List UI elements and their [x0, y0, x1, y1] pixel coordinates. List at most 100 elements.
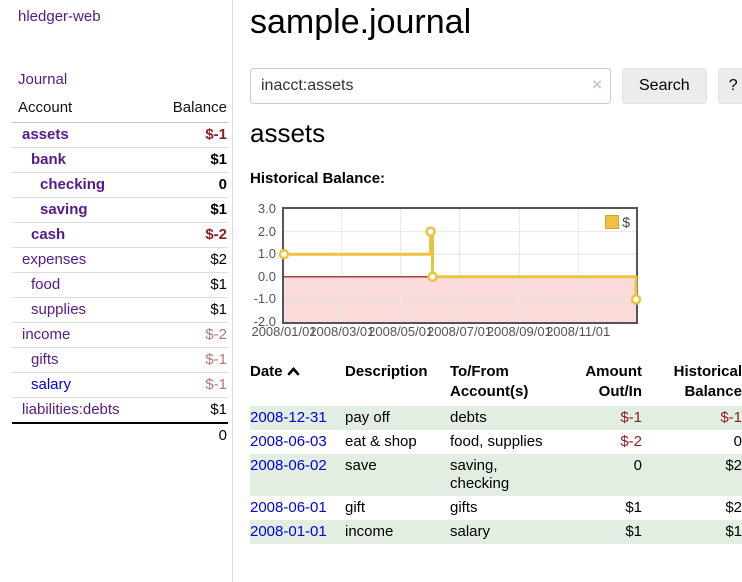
register-date-cell: 2008-12-31	[250, 406, 345, 430]
y-axis-tick-label: 3.0	[257, 201, 276, 216]
sidebar-item-journal[interactable]: Journal	[18, 71, 68, 88]
account-cell: salary	[12, 372, 150, 398]
register-date-cell: 2008-01-01	[250, 520, 345, 544]
register-date-link[interactable]: 2008-06-02	[250, 457, 327, 474]
accounts-header-account: Account	[12, 96, 150, 123]
data-point-marker[interactable]	[278, 248, 290, 260]
register-header-amount: Amount Out/In	[585, 363, 642, 400]
account-cell: expenses	[12, 247, 150, 273]
register-amount-cell: $1	[625, 523, 642, 540]
register-description-cell: pay off	[345, 409, 390, 426]
sidebar: hledger-web Journal Account Balance asse…	[0, 0, 233, 582]
register-description-cell: save	[345, 457, 377, 474]
account-row: gifts $-1	[12, 347, 228, 373]
chart-title: Historical Balance:	[250, 170, 386, 187]
register-row: 2008-06-01 gift gifts $1 $2	[250, 496, 742, 520]
app-brand-link[interactable]: hledger-web	[18, 8, 101, 25]
register-row: 2008-06-03 eat & shop food, supplies $-2 0	[250, 430, 742, 454]
sort-ascending-icon	[287, 367, 299, 376]
account-cell: supplies	[12, 297, 150, 323]
register-row: 2008-12-31 pay off debts $-1 $-1	[250, 406, 742, 430]
account-row: food $1	[12, 272, 228, 298]
account-link-liabilities-debts[interactable]: liabilities:debts	[22, 401, 120, 418]
register-accounts-cell: salary	[450, 523, 491, 540]
data-point-marker[interactable]	[425, 226, 436, 237]
account-balance: $1	[210, 401, 227, 418]
account-row: supplies $1	[12, 297, 228, 323]
account-cell: gifts	[12, 347, 150, 373]
register-description-cell: gift	[345, 499, 366, 516]
account-link-food[interactable]: food	[31, 276, 61, 293]
account-row: bank $1	[12, 147, 228, 173]
account-balance: $1	[149, 297, 228, 323]
register-header-description: Description	[345, 363, 428, 380]
register-header-accounts: To/From Account(s)	[450, 363, 529, 400]
search-button[interactable]: Search	[622, 68, 707, 104]
account-link-supplies[interactable]: supplies	[31, 301, 87, 318]
x-axis-tick-label: 2008/01/01	[251, 324, 317, 339]
accounts-header-row: Account Balance	[12, 96, 228, 123]
register-accounts-cell: debts	[450, 409, 487, 426]
register-table: Date Description To/From Account(s) Amou…	[250, 360, 742, 544]
accounts-header-balance: Balance	[149, 96, 228, 123]
account-cell: assets	[12, 122, 150, 148]
account-row: assets $-1	[12, 122, 228, 148]
account-link-saving[interactable]: saving	[40, 201, 88, 218]
account-link-gifts[interactable]: gifts	[31, 351, 59, 368]
register-header-date[interactable]: Date	[250, 360, 345, 406]
accounts-total-value: 0	[149, 422, 228, 448]
register-date-link[interactable]: 2008-01-01	[250, 523, 327, 540]
historical-balance-chart[interactable]: $	[278, 207, 642, 324]
register-amount-cell: 0	[633, 457, 642, 474]
chart-canvas	[278, 209, 642, 322]
account-balance: $-2	[149, 322, 228, 348]
account-balance: $-1	[149, 347, 228, 373]
data-point-marker[interactable]	[427, 271, 438, 283]
x-axis-tick-label: 2008/03/01	[309, 324, 375, 339]
account-link-assets[interactable]: assets	[22, 126, 69, 143]
account-link-expenses[interactable]: expenses	[22, 251, 87, 268]
account-link-cash[interactable]: cash	[31, 226, 66, 243]
account-cell: liabilities:debts	[12, 398, 150, 424]
x-axis-tick-label: 2008/11/01	[546, 324, 611, 339]
account-cell: cash	[12, 222, 150, 248]
search-bar: × Search ?	[250, 68, 742, 104]
register-balance-cell: $2	[725, 457, 742, 474]
register-date-cell: 2008-06-01	[250, 496, 345, 520]
search-input[interactable]	[250, 68, 611, 104]
register-date-cell: 2008-06-03	[250, 430, 345, 454]
y-axis-tick-label: -2.0	[253, 314, 276, 329]
account-balance: $2	[149, 247, 228, 273]
accounts-table: Account Balance assets $-1 bank $1 checking 0…	[12, 96, 228, 448]
account-row: income $-2	[12, 322, 228, 348]
account-balance: 0	[149, 172, 228, 198]
account-row: saving $1	[12, 197, 228, 223]
account-link-bank[interactable]: bank	[31, 151, 67, 168]
account-link-salary[interactable]: salary	[31, 376, 72, 393]
account-row: liabilities:debts $1	[12, 398, 228, 424]
account-link-checking[interactable]: checking	[40, 176, 106, 193]
register-balance-cell: 0	[733, 433, 742, 450]
account-balance: $1	[149, 147, 228, 173]
legend-swatch-icon	[605, 215, 620, 229]
y-axis-tick-label: 1.0	[257, 246, 276, 262]
register-balance-cell: $-1	[720, 409, 742, 426]
register-description-cell: eat & shop	[345, 433, 417, 450]
x-axis-tick-label: 2008/07/01	[426, 324, 493, 339]
register-accounts-cell: gifts	[450, 499, 478, 516]
account-link-income[interactable]: income	[22, 326, 71, 343]
register-header-balance: Historical Balance	[673, 363, 742, 400]
register-amount-cell: $1	[625, 499, 642, 516]
register-accounts-cell: food, supplies	[450, 433, 543, 450]
accounts-total-row: 0	[12, 422, 228, 448]
register-header-row: Date Description To/From Account(s) Amou…	[250, 360, 742, 406]
register-header-date-label: Date	[250, 363, 283, 380]
register-date-link[interactable]: 2008-12-31	[250, 409, 327, 426]
clear-search-icon[interactable]: ×	[592, 75, 602, 94]
help-button[interactable]: ?	[717, 68, 742, 104]
y-axis-tick-label: 0.0	[257, 268, 276, 284]
data-point-marker[interactable]	[630, 294, 642, 305]
register-date-link[interactable]: 2008-06-01	[250, 499, 327, 516]
register-date-link[interactable]: 2008-06-03	[250, 433, 327, 450]
legend-label: $	[622, 214, 630, 230]
